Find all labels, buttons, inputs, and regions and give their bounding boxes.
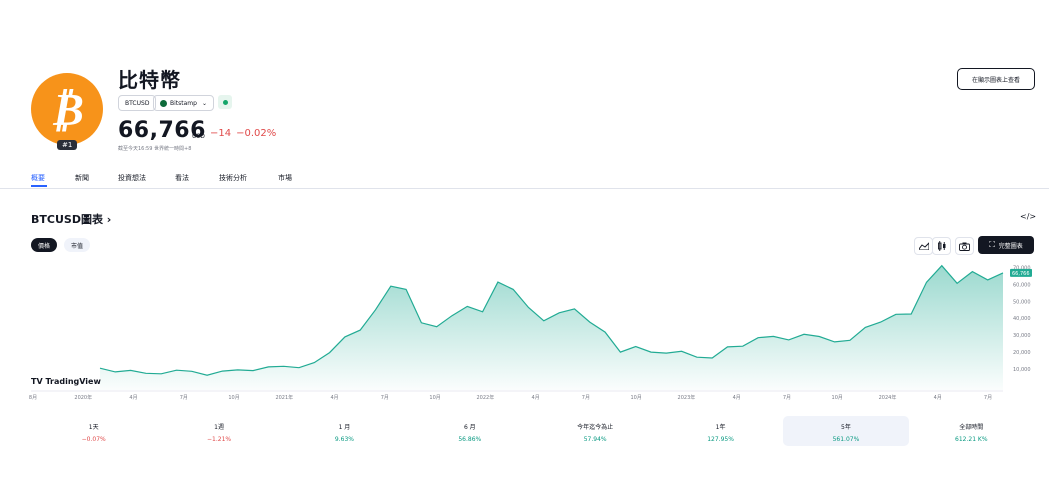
x-tick-label: 7月 — [582, 395, 590, 401]
period-label: 1年 — [715, 424, 726, 431]
fullscreen-icon: ⛶ — [989, 240, 995, 249]
period-label: 6 月 — [463, 424, 476, 431]
x-tick-label: 4月 — [330, 395, 338, 401]
x-tick-label: 2024年 — [879, 394, 897, 401]
rank-badge: #1 — [57, 140, 78, 150]
x-tick-label: 2022年 — [477, 394, 495, 401]
price-series-line — [99, 264, 1004, 376]
price-timestamp: 截至今天16:59 世界統一時間+8 — [118, 146, 192, 152]
tradingview-text: TradingView — [45, 377, 101, 386]
period-label: 1週 — [214, 424, 224, 431]
period-change: −1.21% — [207, 436, 232, 443]
embed-code-icon[interactable]: </> — [1020, 212, 1037, 221]
chart-title-link[interactable]: BTCUSD圖表 › — [31, 213, 112, 226]
change-pct: −0.02% — [236, 128, 277, 139]
x-tick-label: 7月 — [381, 395, 389, 401]
period-2[interactable]: 1 月 9.63% — [282, 416, 407, 446]
x-tick-label: 10月 — [429, 395, 440, 401]
active-tab-indicator — [31, 185, 47, 187]
x-tick-label: 10月 — [630, 395, 641, 401]
x-tick-label: 10月 — [228, 395, 239, 401]
full-chart-button[interactable]: ⛶ 完整圖表 — [978, 236, 1034, 254]
x-tick-label: 2021年 — [275, 394, 293, 401]
last-value-badge — [1010, 268, 1032, 277]
full-chart-label: 完整圖表 — [998, 242, 1023, 250]
period-1[interactable]: 1週 −1.21% — [156, 416, 281, 446]
y-tick-label: 40,000 — [1013, 316, 1031, 322]
y-tick-label: 30,000 — [1013, 333, 1031, 339]
period-change: 561.07% — [832, 436, 860, 443]
period-change: −0.07% — [81, 436, 106, 443]
chevron-down-icon: ⌄ — [201, 99, 207, 107]
period-label: 全部時間 — [959, 424, 984, 431]
x-tick-label: 8月 — [29, 395, 37, 401]
change-abs: −14 — [210, 128, 232, 139]
candles-chart-icon[interactable] — [932, 237, 951, 255]
y-tick-label: 20,000 — [1013, 350, 1031, 356]
market-status-icon[interactable] — [218, 95, 232, 109]
period-7[interactable]: 全部時間 612.21 K% — [909, 416, 1034, 446]
market-cap-toggle[interactable]: 市值 — [64, 238, 91, 252]
period-label: 1 月 — [338, 424, 351, 431]
tab-markets[interactable]: 市場 — [278, 174, 292, 182]
x-tick-label: 2020年 — [74, 394, 92, 401]
period-label: 1天 — [88, 424, 99, 431]
period-change: 56.86% — [458, 436, 482, 443]
period-6[interactable]: 5年 561.07% — [783, 416, 909, 446]
period-0[interactable]: 1天 −0.07% — [31, 416, 156, 446]
period-selector: 1天 −0.07% 1週 −1.21% 1 月 9.63% 6 月 56.86% 今年迄今為止 5… — [31, 416, 1034, 446]
tab-bar: 概要 新聞 投資想法 看法 技術分析 市場 — [31, 173, 292, 183]
tab-technicals[interactable]: 技術分析 — [219, 174, 247, 182]
period-change: 612.21 K% — [955, 436, 988, 443]
exchange-selector[interactable]: Bitstamp ⌄ — [153, 95, 214, 111]
tab-news[interactable]: 新聞 — [75, 174, 89, 182]
y-tick-label: 70,000 — [1013, 265, 1031, 271]
x-tick-label: 10月 — [832, 395, 843, 401]
x-tick-label: 7月 — [783, 395, 791, 401]
tab-overview[interactable]: 概要 — [31, 174, 45, 182]
price-chart[interactable]: 10,000 20,000 30,000 40,000 50,000 60,000 70,0… — [0, 258, 1049, 410]
symbol-pill[interactable]: BTCUSD — [118, 95, 157, 111]
y-tick-label: 50,000 — [1013, 299, 1031, 305]
x-tick-label: 4月 — [733, 395, 741, 401]
tab-opinions[interactable]: 看法 — [175, 174, 189, 182]
last-value-label: 66,766 — [1012, 271, 1030, 277]
tab-divider — [0, 188, 1049, 189]
price-change: −14 −0.02% — [210, 128, 281, 139]
x-tick-label: 4月 — [934, 395, 942, 401]
period-change: 127.95% — [707, 436, 734, 443]
period-change: 9.63% — [334, 436, 354, 443]
period-label: 5年 — [841, 424, 851, 431]
y-tick-label: 60,000 — [1013, 282, 1031, 288]
area-chart-icon[interactable] — [914, 237, 933, 255]
period-4[interactable]: 今年迄今為止 57.94% — [533, 416, 658, 446]
price-currency: USD — [192, 133, 205, 140]
price-toggle[interactable]: 價格 — [31, 238, 58, 252]
price-area-fill — [100, 265, 1003, 390]
view-on-chart-button[interactable]: 在顯示圖表上查看 — [957, 68, 1035, 90]
exchange-icon — [160, 99, 167, 107]
period-5[interactable]: 1年 127.95% — [658, 416, 783, 446]
x-tick-label: 2023年 — [678, 394, 696, 401]
period-change: 57.94% — [583, 436, 607, 443]
exchange-label: Bitstamp — [170, 99, 197, 107]
price-value: 66,766 — [118, 118, 206, 143]
tradingview-watermark: 𝗧𝗩 TradingView — [31, 377, 101, 386]
x-tick-label: 7月 — [180, 395, 188, 401]
x-tick-label: 7月 — [984, 395, 992, 401]
asset-name: 比特幣 — [118, 68, 181, 92]
bitcoin-logo-icon: ₿ — [31, 73, 103, 145]
x-tick-label: 4月 — [532, 395, 540, 401]
x-tick-label: 4月 — [129, 395, 137, 401]
y-tick-label: 10,000 — [1013, 367, 1031, 373]
tradingview-logo-icon: 𝗧𝗩 — [31, 377, 46, 386]
symbol-label: BTCUSD — [125, 99, 150, 107]
period-label: 今年迄今為止 — [577, 424, 614, 431]
period-3[interactable]: 6 月 56.86% — [407, 416, 532, 446]
camera-icon[interactable] — [955, 237, 974, 255]
tab-ideas[interactable]: 投資想法 — [118, 174, 146, 182]
